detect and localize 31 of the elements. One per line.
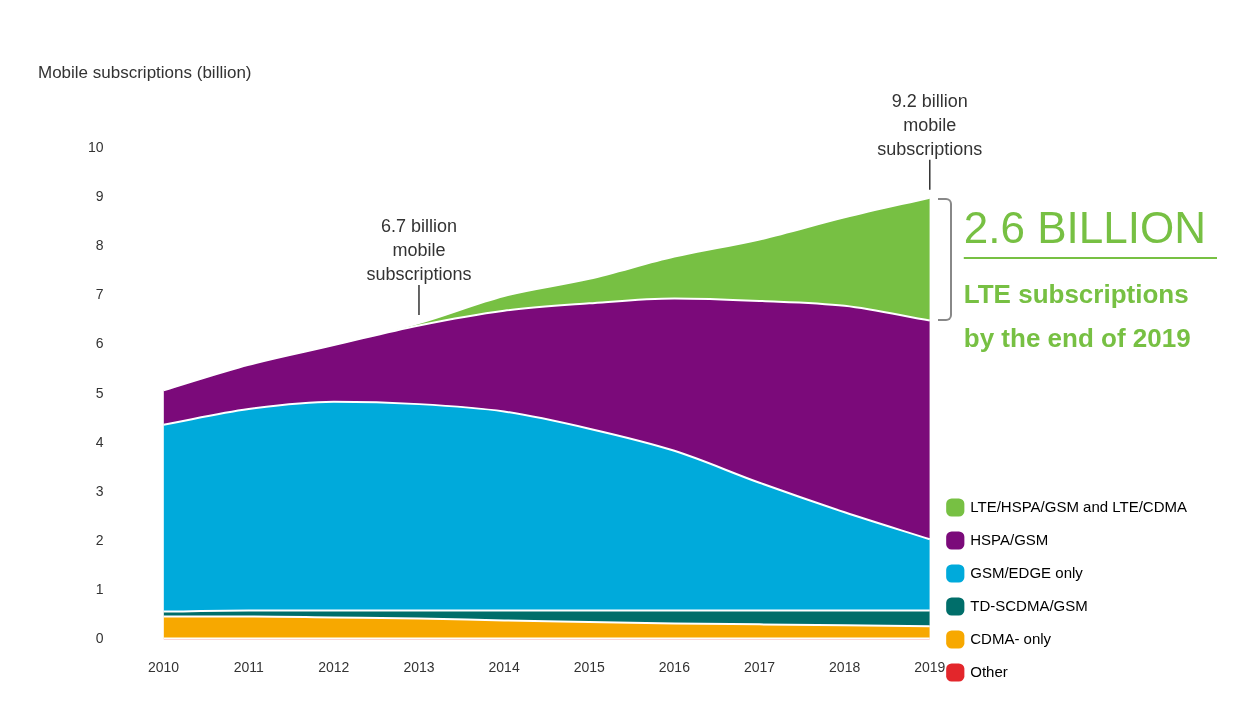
y-tick-label: 4 bbox=[95, 433, 104, 450]
x-tick-label: 2013 bbox=[403, 658, 435, 675]
annotation: 6.7 billion mobile subscriptions bbox=[366, 216, 472, 285]
y-tick-label: 5 bbox=[95, 384, 104, 401]
x-tick-label: 2010 bbox=[147, 658, 180, 675]
x-tick-label: 2019 bbox=[914, 658, 946, 675]
x-tick-label: 2017 bbox=[743, 658, 776, 675]
legend-label: LTE/HSPA/GSM and LTE/CDMA bbox=[970, 497, 1188, 515]
y-tick-label: 10 bbox=[87, 138, 104, 155]
legend-label: Other bbox=[970, 662, 1008, 680]
y-tick-label: 3 bbox=[95, 482, 104, 499]
y-tick-label: 8 bbox=[95, 237, 104, 254]
y-axis-title: Mobile subscriptions (billion) bbox=[38, 63, 252, 82]
y-tick-label: 7 bbox=[95, 286, 104, 303]
legend-label: GSM/EDGE only bbox=[970, 563, 1084, 581]
x-tick-label: 2018 bbox=[829, 658, 861, 675]
x-tick-label: 2014 bbox=[488, 658, 520, 675]
x-tick-label: 2015 bbox=[573, 658, 606, 675]
y-tick-label: 6 bbox=[95, 335, 104, 352]
legend-label: HSPA/GSM bbox=[970, 530, 1049, 548]
x-tick-label: 2012 bbox=[318, 658, 350, 675]
y-tick-label: 1 bbox=[95, 581, 104, 598]
y-tick-label: 9 bbox=[95, 188, 104, 205]
annotation: 9.2 billion mobile subscriptions bbox=[877, 90, 983, 159]
legend-label: CDMA- only bbox=[970, 629, 1052, 647]
y-tick-label: 0 bbox=[95, 630, 104, 647]
y-tick-label: 2 bbox=[95, 532, 104, 549]
text: 2.6 BILLION LTE subscriptions by the end of 2019 bbox=[963, 203, 1206, 353]
x-tick-label: 2011 bbox=[233, 658, 264, 675]
x-tick-label: 2016 bbox=[658, 658, 691, 675]
legend-label: TD-SCDMA/GSM bbox=[970, 596, 1088, 614]
